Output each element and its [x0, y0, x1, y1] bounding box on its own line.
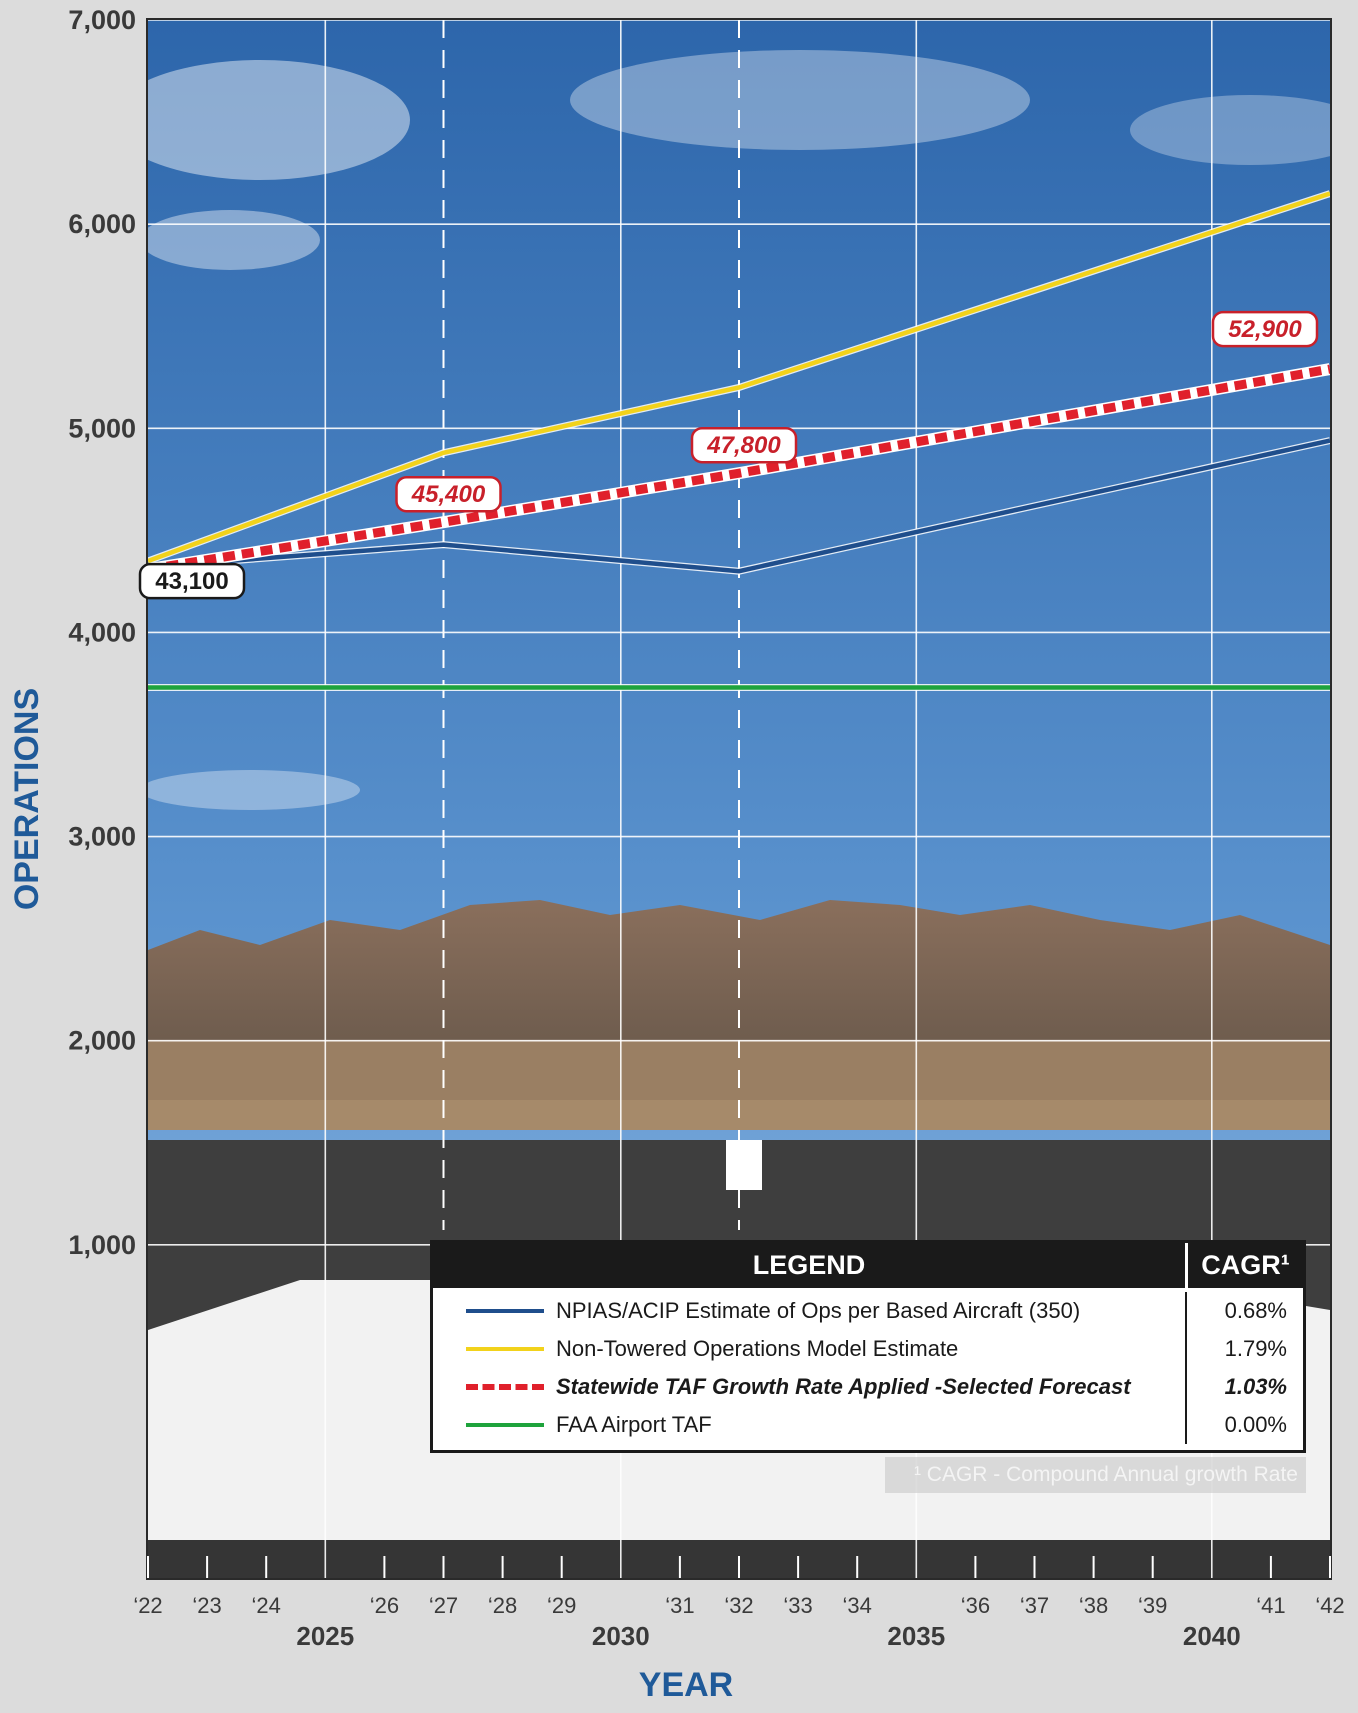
annotation-box: [1211, 310, 1319, 348]
y-tick-label: 3,000: [68, 822, 136, 852]
annotation-label: 43,100: [155, 568, 228, 595]
legend-title: LEGEND: [433, 1243, 1188, 1288]
legend-cagr-value: 1.79%: [1224, 1336, 1287, 1361]
y-axis: 7,000 6,000 5,000 4,000 3,000 2,000 1,000: [68, 5, 136, 1260]
legend: LEGEND CAGR¹ NPIAS/ACIP Estimate of Ops …: [430, 1240, 1306, 1453]
x-tick-label: ‘33: [783, 1593, 812, 1618]
legend-swatch: [466, 1309, 544, 1313]
annotation-label: 45,400: [411, 481, 486, 508]
x-tick-label: ‘24: [252, 1593, 281, 1618]
x-tick-label: ‘29: [547, 1593, 576, 1618]
annotation-callout: 43,100: [138, 562, 246, 600]
series-2-line: [148, 364, 1330, 574]
legend-label: FAA Airport TAF: [556, 1412, 712, 1437]
annotation-box: [690, 426, 798, 464]
x-tick-label: ‘31: [665, 1593, 694, 1618]
legend-cagr-value: 0.68%: [1224, 1298, 1287, 1323]
legend-label: NPIAS/ACIP Estimate of Ops per Based Air…: [556, 1298, 1081, 1323]
x-tick-label: ‘36: [961, 1593, 990, 1618]
annotation-callout: 52,900: [1211, 310, 1319, 348]
x-tick-label: ‘39: [1138, 1593, 1167, 1618]
legend-label: Non-Towered Operations Model Estimate: [556, 1336, 959, 1361]
series-1-line: [148, 191, 1330, 564]
legend-separator: [1185, 1330, 1187, 1368]
annotation-label: 47,800: [706, 432, 781, 459]
series-0-line: [148, 438, 1330, 574]
y-axis-title: OPERATIONS: [8, 688, 46, 910]
x-tick-label: ‘41: [1256, 1593, 1285, 1618]
legend-swatch: [466, 1423, 544, 1427]
series-group: [148, 190, 1330, 692]
legend-separator: [1185, 1406, 1187, 1444]
legend-label: Statewide TAF Growth Rate Applied -Selec…: [556, 1374, 1131, 1399]
legend-swatch: [466, 1384, 544, 1390]
annotation-callout: 47,800: [690, 426, 798, 464]
annotation-box: [395, 475, 502, 513]
x-tick-label: ‘32: [724, 1593, 753, 1618]
y-tick-label: 5,000: [68, 413, 136, 443]
legend-row: NPIAS/ACIP Estimate of Ops per Based Air…: [433, 1292, 1303, 1330]
y-tick-label: 6,000: [68, 209, 136, 239]
x-major-label: 2025: [296, 1621, 354, 1651]
y-tick-label: 7,000: [68, 5, 136, 35]
legend-cagr-value: 1.03%: [1224, 1374, 1287, 1399]
annotation-callout: 45,400: [395, 475, 502, 513]
x-tick-label: ‘28: [488, 1593, 517, 1618]
annotation-label: 52,900: [1228, 316, 1302, 343]
x-tick-label: ‘22: [133, 1593, 162, 1618]
legend-cagr-header: CAGR¹: [1201, 1250, 1290, 1280]
x-tick-label: ‘42: [1315, 1593, 1344, 1618]
legend-separator: [1185, 1292, 1187, 1330]
legend-body: NPIAS/ACIP Estimate of Ops per Based Air…: [433, 1288, 1303, 1444]
annotation-box: [138, 562, 246, 600]
legend-cagr-value: 0.00%: [1224, 1412, 1287, 1437]
legend-swatch: [466, 1347, 544, 1351]
legend-row: FAA Airport TAF 0.00%: [433, 1406, 1303, 1444]
x-major-label: 2035: [887, 1621, 945, 1651]
legend-separator: [1185, 1368, 1187, 1406]
x-tick-label: ‘23: [192, 1593, 221, 1618]
y-tick-label: 4,000: [68, 617, 136, 647]
x-tick-label: ‘26: [370, 1593, 399, 1618]
y-tick-label: 2,000: [68, 1026, 136, 1056]
plot-frame: [146, 18, 1332, 1580]
annotations: 43,100 45,400 47,800 52,900: [138, 310, 1319, 600]
x-tick-label: ‘37: [1020, 1593, 1049, 1618]
cagr-footnote: ¹ CAGR - Compound Annual growth Rate: [885, 1457, 1306, 1493]
x-major-label: 2030: [592, 1621, 650, 1651]
x-major-label: 2040: [1183, 1621, 1241, 1651]
x-axis-title: YEAR: [639, 1666, 733, 1704]
legend-row: Statewide TAF Growth Rate Applied -Selec…: [433, 1368, 1303, 1406]
legend-row: Non-Towered Operations Model Estimate 1.7…: [433, 1330, 1303, 1368]
x-tick-label: ‘34: [843, 1593, 872, 1618]
x-tick-label: ‘27: [429, 1593, 458, 1618]
x-tick-label: ‘38: [1079, 1593, 1108, 1618]
x-axis: ‘22 ‘23 ‘24 ‘26 ‘27 ‘28 ‘29 ‘31 ‘32 ‘33 ‘34 ‘36 ‘37 ‘…: [133, 1556, 1345, 1651]
y-tick-label: 1,000: [68, 1230, 136, 1260]
legend-header: LEGEND CAGR¹: [433, 1243, 1303, 1288]
